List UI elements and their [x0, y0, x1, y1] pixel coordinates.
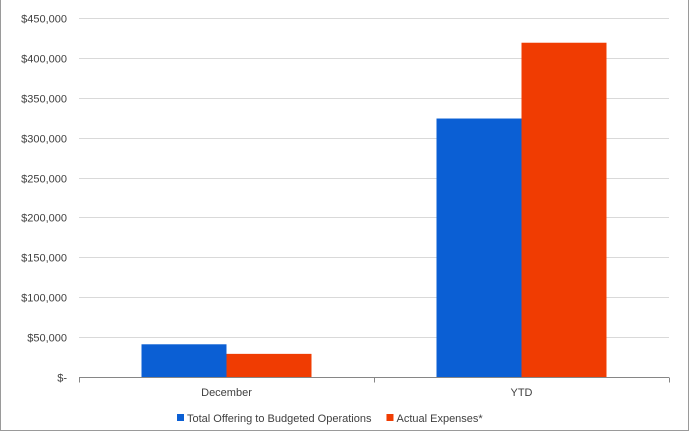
x-category-label: YTD	[511, 387, 533, 399]
legend-swatch-series-2	[386, 414, 393, 421]
x-axis	[79, 378, 670, 383]
y-tick-label: $300,000	[21, 134, 67, 146]
x-axis-category-labels: December YTD	[201, 387, 532, 399]
y-tick-label: $150,000	[21, 253, 67, 265]
y-tick-label: $-	[57, 373, 67, 385]
y-tick-label: $50,000	[27, 333, 67, 345]
legend-label-series-2: Actual Expenses*	[396, 413, 483, 425]
y-tick-label: $400,000	[21, 54, 67, 66]
y-axis-tick-labels: $- $50,000 $100,000 $150,000 $200,000 $250,00…	[21, 14, 67, 385]
bar-ytd-series-2	[522, 43, 607, 377]
y-tick-label: $100,000	[21, 293, 67, 305]
bars	[142, 43, 607, 377]
y-tick-label: $450,000	[21, 14, 67, 26]
bar-ytd-series-1	[437, 119, 522, 377]
legend-swatch-series-1	[177, 414, 184, 421]
y-tick-label: $350,000	[21, 94, 67, 106]
bar-december-series-2	[227, 354, 312, 377]
legend-label-series-1: Total Offering to Budgeted Operations	[187, 413, 372, 425]
y-tick-label: $200,000	[21, 213, 67, 225]
bar-december-series-1	[142, 344, 227, 377]
legend: Total Offering to Budgeted Operations Act…	[177, 413, 483, 425]
y-tick-label: $250,000	[21, 174, 67, 186]
x-category-label: December	[201, 387, 252, 399]
